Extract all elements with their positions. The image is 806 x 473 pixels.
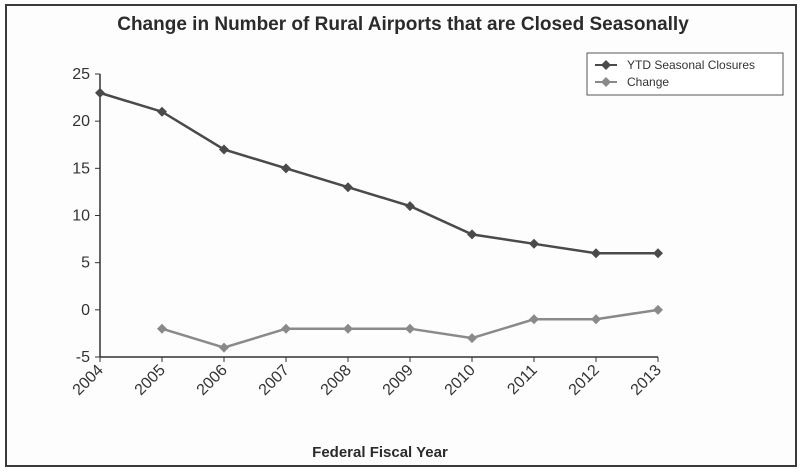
y-tick-label: -5 xyxy=(76,349,90,366)
legend-marker xyxy=(601,77,611,87)
data-point-marker xyxy=(591,248,601,259)
x-axis-ticks: 2004 2005 2006 2007 2008 2009 2010 2011 2012 2013 xyxy=(70,357,665,399)
data-point-marker xyxy=(529,314,539,325)
legend-label: Change xyxy=(627,75,669,89)
x-tick-label: 2008 xyxy=(318,362,355,399)
legend-label: YTD Seasonal Closures xyxy=(627,58,755,72)
data-point-marker xyxy=(653,248,663,259)
y-tick-label: 0 xyxy=(81,302,90,319)
x-tick-label: 2011 xyxy=(504,362,540,398)
y-tick-label: 10 xyxy=(72,208,90,225)
data-point-marker xyxy=(157,106,167,117)
data-point-marker xyxy=(467,333,477,344)
data-point-marker xyxy=(529,238,539,249)
data-point-marker xyxy=(281,163,291,174)
data-point-marker xyxy=(405,323,415,334)
data-point-marker xyxy=(653,304,663,315)
x-tick-label: 2013 xyxy=(628,362,665,399)
x-tick-label: 2012 xyxy=(566,362,603,399)
chart-axes xyxy=(99,74,658,358)
y-axis-ticks: 25 20 15 10 5 0 -5 xyxy=(72,66,100,366)
data-point-marker xyxy=(343,323,353,334)
data-point-marker xyxy=(219,144,229,155)
chart-series xyxy=(95,87,663,353)
chart-title: Change in Number of Rural Airports that … xyxy=(117,14,689,35)
x-tick-label: 2004 xyxy=(70,362,107,399)
x-tick-label: 2005 xyxy=(132,362,169,399)
x-tick-label: 2007 xyxy=(256,362,293,399)
data-point-marker xyxy=(95,87,105,98)
legend-marker xyxy=(601,60,611,70)
series-line-1 xyxy=(99,91,658,255)
data-point-marker xyxy=(467,229,477,240)
legend-box xyxy=(586,52,784,96)
y-tick-label: 20 xyxy=(72,113,90,130)
x-tick-label: 2009 xyxy=(380,362,417,399)
y-tick-label: 25 xyxy=(72,66,90,83)
x-tick-label: 2006 xyxy=(194,362,231,399)
data-point-marker xyxy=(281,323,291,334)
y-tick-label: 15 xyxy=(72,160,90,177)
data-point-marker xyxy=(157,323,167,334)
data-point-marker xyxy=(591,314,601,325)
chart-legend: YTD Seasonal Closures Change xyxy=(586,52,784,96)
data-point-marker xyxy=(219,342,229,353)
data-point-marker xyxy=(343,182,353,193)
data-point-marker xyxy=(405,201,415,212)
x-axis-label: Federal Fiscal Year xyxy=(312,444,448,461)
x-tick-label: 2010 xyxy=(442,362,479,399)
y-tick-label: 5 xyxy=(81,255,90,272)
